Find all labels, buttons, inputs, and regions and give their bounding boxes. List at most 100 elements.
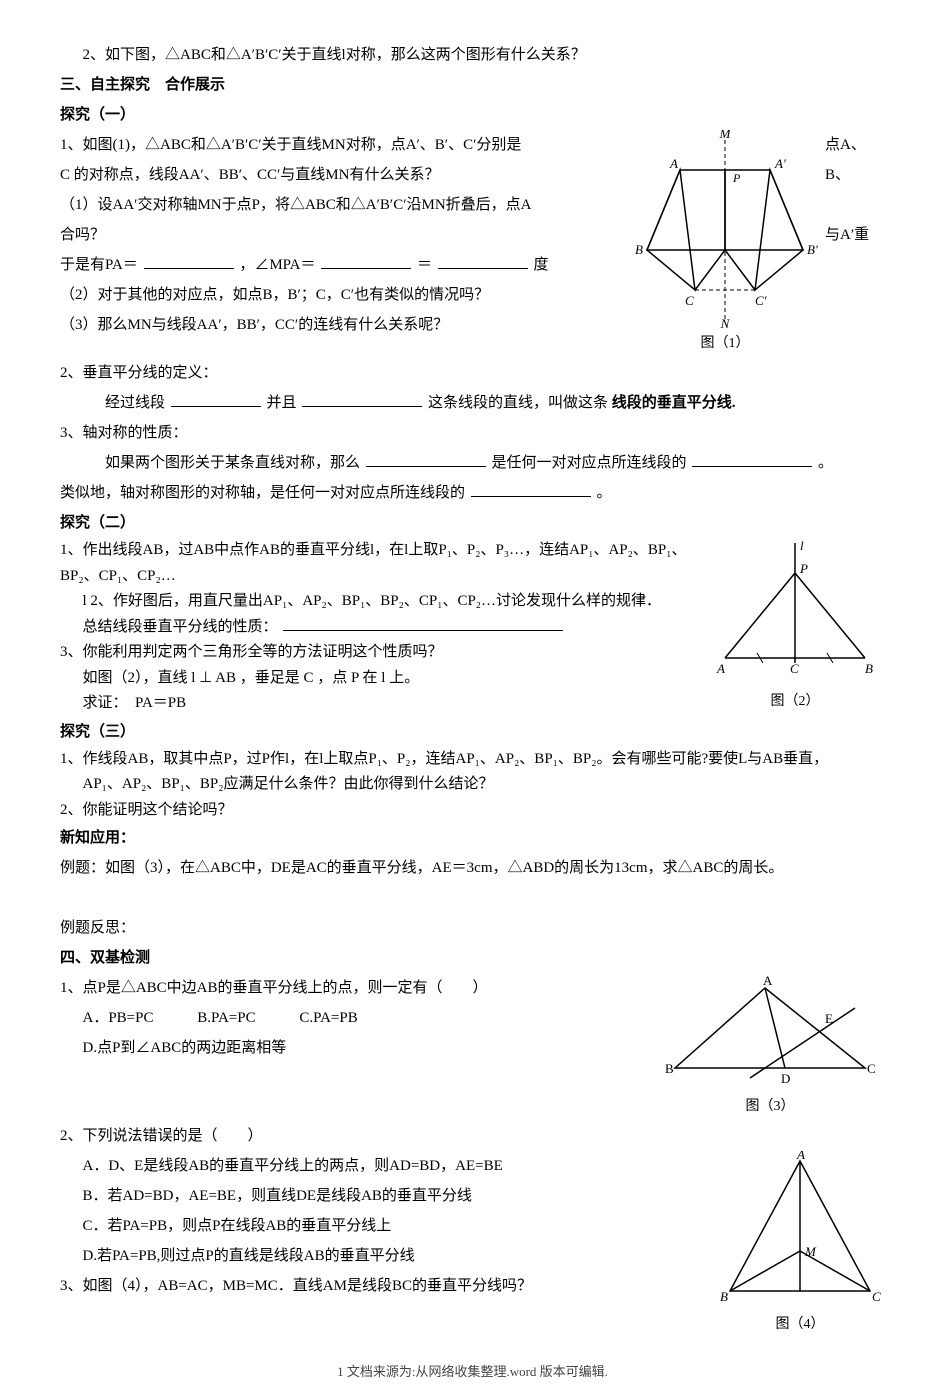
app-line: 例题：如图（3），在△ABC中，DE是AC的垂直平分线，AE＝3cm，△ABD的… bbox=[60, 853, 885, 883]
figure-4: A B C M 图（4） bbox=[715, 1151, 885, 1339]
svg-text:B: B bbox=[720, 1289, 728, 1304]
figure-2-label: 图（2） bbox=[705, 688, 885, 716]
q2b-c: C．若PA=PB，则点P在线段AB的垂直平分线上 bbox=[60, 1211, 705, 1241]
svg-text:l: l bbox=[800, 538, 804, 553]
t3-l2b: 是任何一对对应点所连线段的 bbox=[492, 455, 687, 471]
blank bbox=[321, 253, 411, 269]
app-title: 新知应用： bbox=[60, 823, 885, 853]
figure-3-label: 图（3） bbox=[655, 1093, 885, 1121]
svg-text:C: C bbox=[685, 293, 694, 308]
t3-l3b: 。 bbox=[597, 485, 612, 501]
u1-b: l 2、作好图后，用直尺量出AP₁、AP₂、BP₁、BP₂、CP₁、CP₂…讨论… bbox=[60, 589, 695, 615]
svg-text:C: C bbox=[867, 1061, 876, 1076]
blank bbox=[144, 253, 234, 269]
svg-text:M: M bbox=[719, 130, 732, 141]
figure-2: l P A C B 图（2） bbox=[705, 538, 885, 716]
reflect: 例题反思： bbox=[60, 913, 885, 943]
opt-c: C.PA=PB bbox=[299, 1003, 357, 1033]
svg-text:A: A bbox=[796, 1151, 805, 1162]
blank bbox=[171, 391, 261, 407]
t2-l2a: 经过线段 bbox=[105, 395, 165, 411]
t3-l1: 3、轴对称的性质： bbox=[60, 418, 885, 448]
tan1-line5: 于是有PA＝ ，∠MPA＝ ＝ 度 bbox=[60, 250, 615, 280]
tan1-line1: 1、如图(1)，△ABC和△A′B′C′关于直线MN对称，点A′、B′、C′分别… bbox=[60, 130, 615, 160]
s4-q1: 1、点P是△ABC中边AB的垂直平分线上的点，则一定有（ ） bbox=[60, 973, 645, 1003]
svg-text:E: E bbox=[825, 1011, 833, 1026]
t1-l5b: ，∠MPA＝ bbox=[239, 257, 315, 273]
tan3-title: 探究（三） bbox=[60, 717, 885, 747]
figure-3: A B C D E 图（3） bbox=[655, 973, 885, 1121]
tan1-line6: （2）对于其他的对应点，如点B，B′；C，C′也有类似的情况吗？ bbox=[60, 280, 615, 310]
page-footer: 1 文档来源为:从网络收集整理.word 版本可编辑. bbox=[60, 1359, 885, 1385]
section-3-title: 三、自主探究 合作展示 bbox=[60, 70, 885, 100]
u1-a: 1、作出线段AB，过AB中点作AB的垂直平分线l，在l上取P₁、P₂、P₃…，连… bbox=[60, 538, 695, 589]
t1-l3b: 与A′重 bbox=[825, 220, 885, 250]
svg-text:A: A bbox=[763, 973, 773, 988]
t2-l2: 经过线段 并且 这条线段的直线，叫做这条 线段的垂直平分线. bbox=[60, 388, 885, 418]
svg-text:A: A bbox=[716, 661, 725, 676]
v1-b: AP₁、AP₂、BP₁、BP₂应满足什么条件？由此你得到什么结论？ bbox=[60, 772, 885, 798]
t2-l2d: 线段的垂直平分线. bbox=[612, 395, 736, 411]
u3-b: 如图（2），直线 l ⊥ AB ，垂足是 C ，点 P 在 l 上。 bbox=[60, 666, 695, 692]
blank bbox=[692, 451, 812, 467]
opt-b: B.PA=PC bbox=[197, 1003, 255, 1033]
t3-l2: 如果两个图形关于某条直线对称，那么 是任何一对对应点所连线段的 。 bbox=[60, 448, 885, 478]
svg-text:B′: B′ bbox=[807, 242, 818, 257]
tan1-line2: C 的对称点，线段AA′、BB′、CC′与直线MN有什么关系？ bbox=[60, 160, 615, 190]
svg-text:N: N bbox=[720, 316, 731, 330]
svg-text:M: M bbox=[804, 1244, 817, 1259]
t3-l3a: 类似地，轴对称图形的对称轴，是任何一对对应点所连线段的 bbox=[60, 485, 465, 501]
svg-text:A: A bbox=[669, 156, 678, 171]
svg-text:B: B bbox=[865, 661, 873, 676]
figure-1-label: 图（1） bbox=[625, 330, 825, 358]
u1-c-text: 总结线段垂直平分线的性质： bbox=[83, 619, 278, 635]
svg-text:C′: C′ bbox=[755, 293, 767, 308]
u3-c: 求证： PA＝PB bbox=[60, 691, 695, 717]
tan1-line3: （1）设AA′交对称轴MN于点P，将△ABC和△A′B′C′沿MN折叠后，点A bbox=[60, 190, 615, 220]
blank bbox=[366, 451, 486, 467]
section-4-title: 四、双基检测 bbox=[60, 943, 885, 973]
s4-q1-opts: A．PB=PC B.PA=PC C.PA=PB D.点P到∠ABC的两边距离相等 bbox=[60, 1003, 645, 1063]
s4-q2: 2、下列说法错误的是（ ） bbox=[60, 1121, 885, 1151]
opt-a: A．PB=PC bbox=[83, 1003, 154, 1033]
blank bbox=[302, 391, 422, 407]
t1-l3a: （1）设AA′交对称轴MN于点P，将△ABC和△A′B′C′沿MN折叠后，点A bbox=[60, 197, 532, 213]
svg-text:B: B bbox=[665, 1061, 674, 1076]
q2b-b: B．若AD=BD，AE=BE，则直线DE是线段AB的垂直平分线 bbox=[60, 1181, 705, 1211]
tan2-title: 探究（二） bbox=[60, 508, 885, 538]
u1-c: 总结线段垂直平分线的性质： bbox=[60, 615, 695, 641]
t1-l1b: 点A、B、 bbox=[825, 130, 885, 190]
figure-1: M N A A′ P B B′ C C′ 图（1） bbox=[625, 130, 825, 358]
t3-l2a: 如果两个图形关于某条直线对称，那么 bbox=[105, 455, 360, 471]
v2: 2、你能证明这个结论吗？ bbox=[60, 798, 885, 824]
svg-text:A′: A′ bbox=[774, 156, 786, 171]
v1-a: 1、作线段AB，取其中点P，过P作l，在l上取点P₁、P₂，连结AP₁、AP₂、… bbox=[60, 747, 885, 773]
t3-l2c: 。 bbox=[818, 455, 833, 471]
tan1-line7: （3）那么MN与线段AA′，BB′，CC′的连线有什么关系呢？ bbox=[60, 310, 615, 340]
svg-text:D: D bbox=[781, 1071, 790, 1086]
t1-l1a: 1、如图(1)，△ABC和△A′B′C′关于直线MN对称，点A′、B′、C′分别… bbox=[60, 137, 521, 153]
blank bbox=[283, 615, 563, 631]
t1-l5d: 度 bbox=[533, 257, 548, 273]
question-2: 2、如下图，△ABC和△A′B′C′关于直线l对称，那么这两个图形有什么关系？ bbox=[60, 40, 885, 70]
svg-text:B: B bbox=[635, 242, 643, 257]
figure-4-label: 图（4） bbox=[715, 1311, 885, 1339]
t1-l5c: ＝ bbox=[417, 257, 432, 273]
q2b-a: A．D、E是线段AB的垂直平分线上的两点，则AD=BD，AE=BE bbox=[60, 1151, 705, 1181]
t3-l3: 类似地，轴对称图形的对称轴，是任何一对对应点所连线段的 。 bbox=[60, 478, 885, 508]
tan1-title: 探究（一） bbox=[60, 100, 885, 130]
tan1-line4: 合吗？ bbox=[60, 220, 615, 250]
svg-text:C: C bbox=[790, 661, 799, 676]
blank bbox=[471, 481, 591, 497]
svg-text:P: P bbox=[799, 561, 808, 576]
t2-l2c: 这条线段的直线，叫做这条 bbox=[428, 395, 608, 411]
svg-text:P: P bbox=[732, 171, 741, 185]
svg-text:C: C bbox=[872, 1289, 881, 1304]
t1-l5a: 于是有PA＝ bbox=[60, 257, 138, 273]
opt-d: D.点P到∠ABC的两边距离相等 bbox=[83, 1033, 287, 1063]
s4-q3: 3、如图（4），AB=AC，MB=MC．直线AM是线段BC的垂直平分线吗？ bbox=[60, 1271, 705, 1301]
q2b-d: D.若PA=PB,则过点P的直线是线段AB的垂直平分线 bbox=[60, 1241, 705, 1271]
t2-l1: 2、垂直平分线的定义： bbox=[60, 358, 885, 388]
t2-l2b: 并且 bbox=[267, 395, 297, 411]
u3-a: 3、你能利用判定两个三角形全等的方法证明这个性质吗？ bbox=[60, 640, 695, 666]
